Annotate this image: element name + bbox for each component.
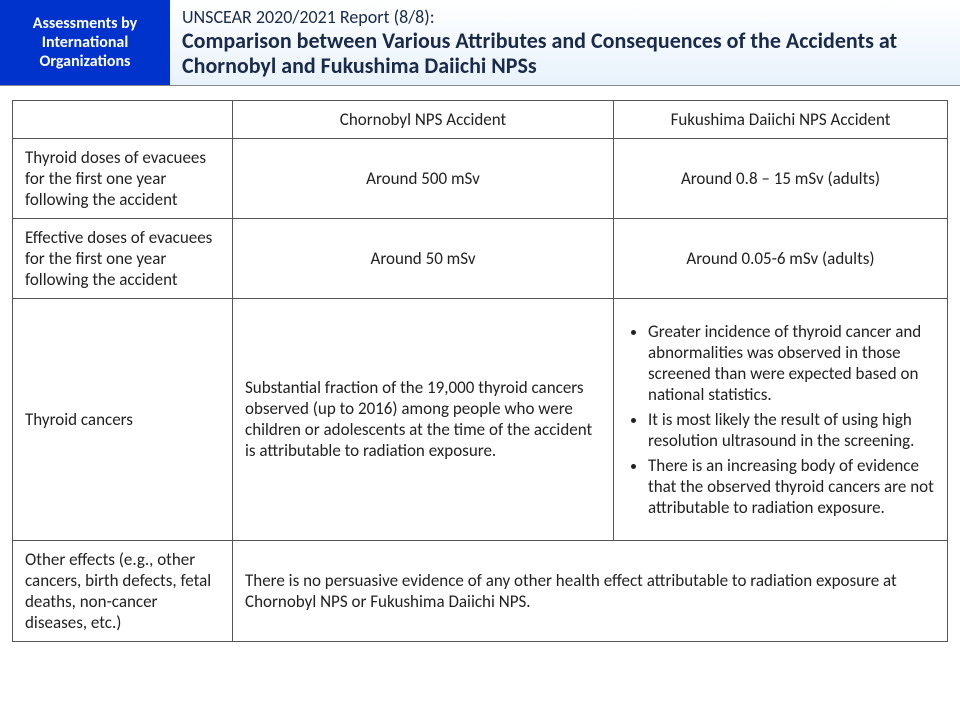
badge-line: Assessments by: [10, 14, 160, 33]
col-fukushima: Fukushima Daiichi NPS Accident: [614, 100, 948, 138]
row-label: Thyroid cancers: [13, 298, 233, 540]
cell-chornobyl: Around 500 mSv: [233, 138, 614, 218]
cell-fukushima: Around 0.05-6 mSv (adults): [614, 218, 948, 298]
table-row: Thyroid cancers Substantial fraction of …: [13, 298, 948, 540]
table-row: Other effects (e.g., other cancers, birt…: [13, 540, 948, 641]
cell-chornobyl: Substantial fraction of the 19,000 thyro…: [233, 298, 614, 540]
bullet-item: Greater incidence of thyroid cancer and …: [648, 321, 935, 405]
col-chornobyl: Chornobyl NPS Accident: [233, 100, 614, 138]
table-header-row: Chornobyl NPS Accident Fukushima Daiichi…: [13, 100, 948, 138]
cell-fukushima: Around 0.8 – 15 mSv (adults): [614, 138, 948, 218]
cell-fukushima: Greater incidence of thyroid cancer and …: [614, 298, 948, 540]
bullet-item: It is most likely the result of using hi…: [648, 409, 935, 451]
col-blank: [13, 100, 233, 138]
title-block: UNSCEAR 2020/2021 Report (8/8): Comparis…: [170, 0, 960, 85]
report-subtitle: UNSCEAR 2020/2021 Report (8/8):: [182, 6, 948, 28]
cell-chornobyl: Around 50 mSv: [233, 218, 614, 298]
table-row: Thyroid doses of evacuees for the first …: [13, 138, 948, 218]
row-label: Effective doses of evacuees for the firs…: [13, 218, 233, 298]
header-bar: Assessments by International Organizatio…: [0, 0, 960, 86]
badge-line: International: [10, 33, 160, 52]
report-title: Comparison between Various Attributes an…: [182, 28, 948, 79]
comparison-table: Chornobyl NPS Accident Fukushima Daiichi…: [12, 100, 948, 642]
cell-merged: There is no persuasive evidence of any o…: [233, 540, 948, 641]
category-badge: Assessments by International Organizatio…: [0, 0, 170, 85]
row-label: Other effects (e.g., other cancers, birt…: [13, 540, 233, 641]
badge-line: Organizations: [10, 52, 160, 71]
bullet-list: Greater incidence of thyroid cancer and …: [626, 321, 935, 518]
bullet-item: There is an increasing body of evidence …: [648, 455, 935, 518]
table-row: Effective doses of evacuees for the firs…: [13, 218, 948, 298]
row-label: Thyroid doses of evacuees for the first …: [13, 138, 233, 218]
